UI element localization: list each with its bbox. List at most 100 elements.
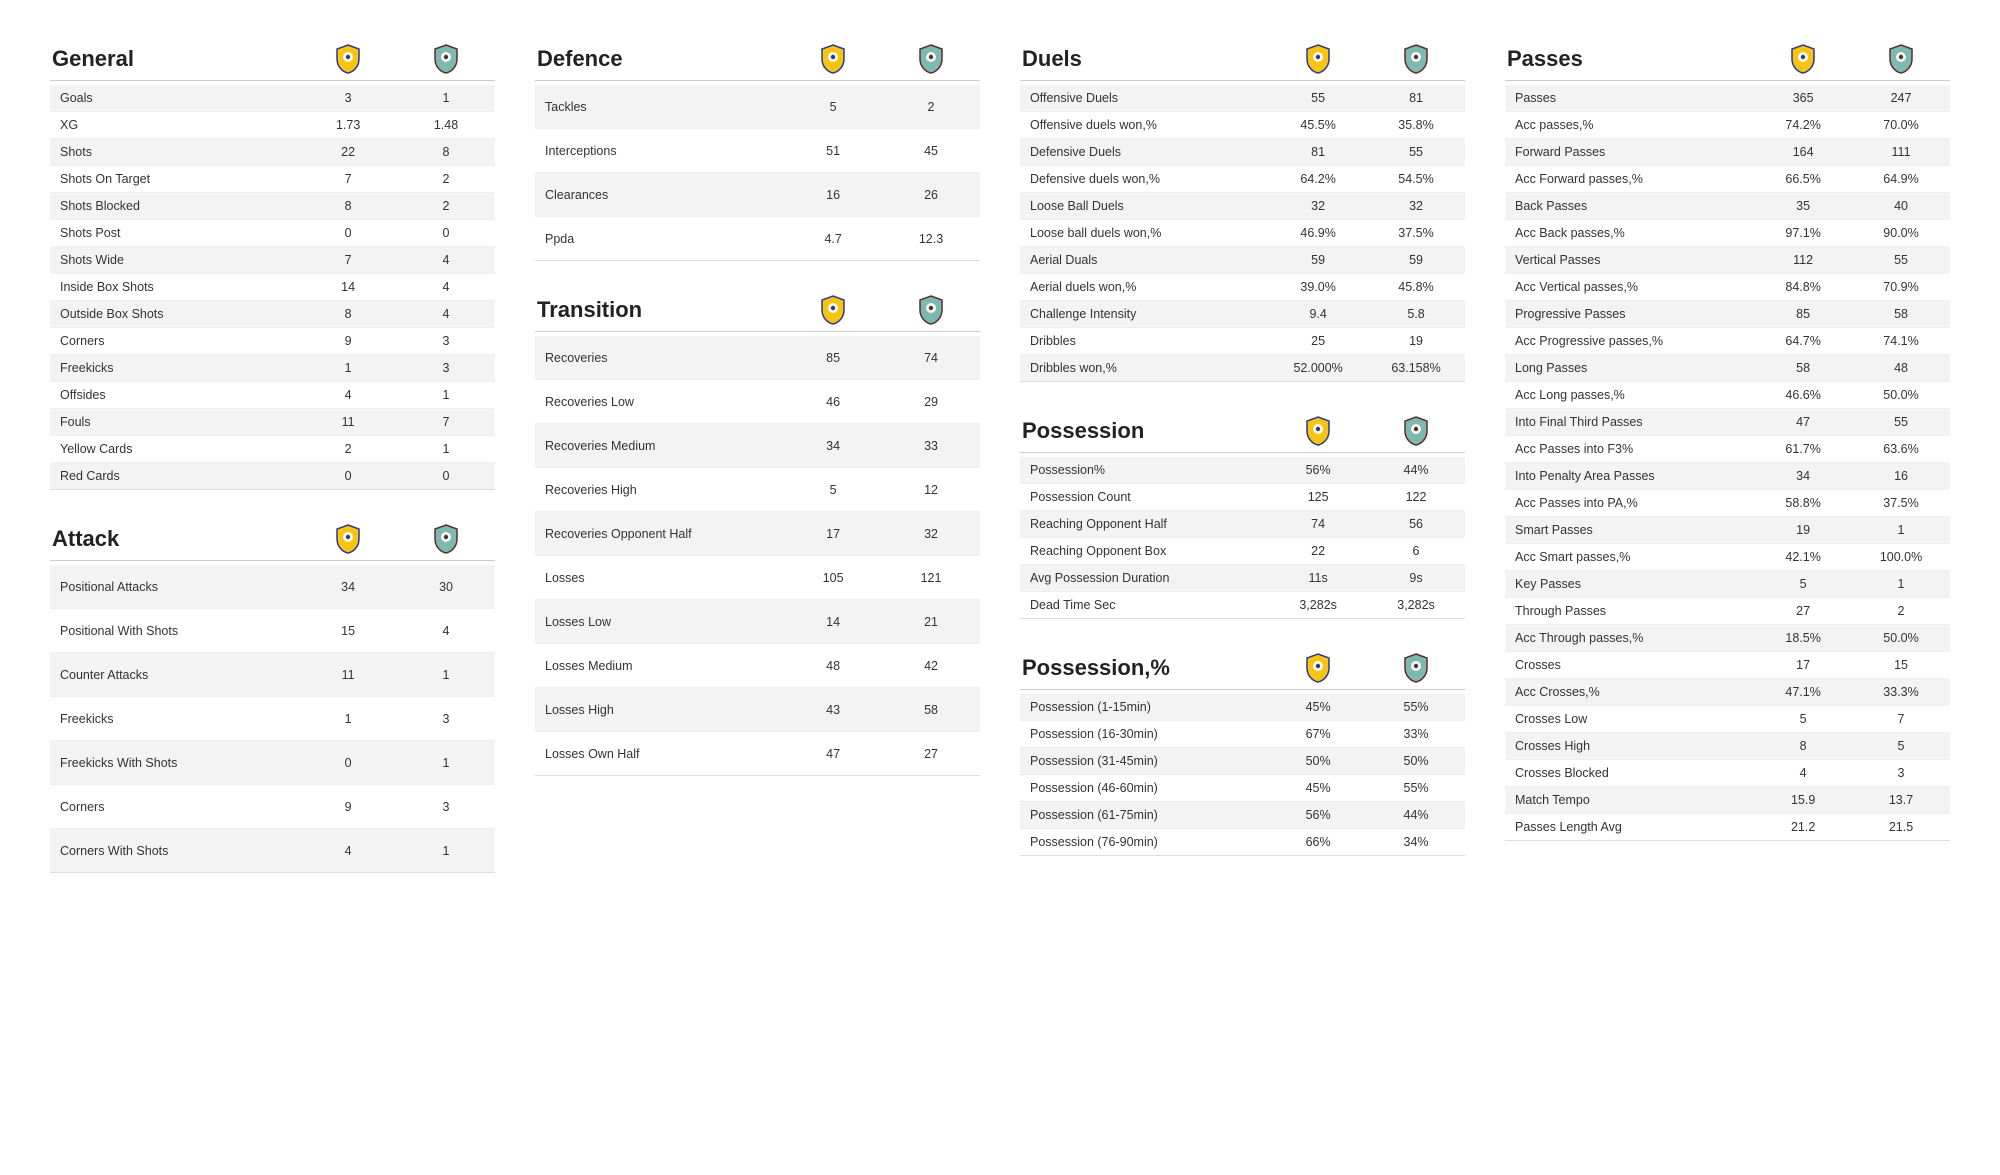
team1-crest-icon (820, 295, 846, 325)
table-row: Defensive duels won,% 64.2% 54.5% (1020, 166, 1465, 193)
table-row: Passes Length Avg 21.2 21.5 (1505, 814, 1950, 841)
stat-label: Goals (50, 85, 299, 111)
team2-value: 32 (882, 521, 980, 547)
team2-value: 7 (1852, 706, 1950, 732)
team2-value: 3 (397, 794, 495, 820)
team1-value: 84.8% (1754, 274, 1852, 300)
stats-table: Possession% 56% 44% Possession Count 125… (1020, 457, 1465, 619)
team1-crest-cell (1269, 44, 1367, 74)
team2-value: 5 (1852, 733, 1950, 759)
team1-value: 25 (1269, 328, 1367, 354)
section-title: Passes (1505, 46, 1754, 72)
table-row: Back Passes 35 40 (1505, 193, 1950, 220)
team1-value: 66.5% (1754, 166, 1852, 192)
section-header: Attack (50, 520, 495, 561)
team1-value: 58 (1754, 355, 1852, 381)
stat-label: Offsides (50, 382, 299, 408)
team2-value: 100.0% (1852, 544, 1950, 570)
team1-value: 66% (1269, 829, 1367, 855)
stat-label: Yellow Cards (50, 436, 299, 462)
team1-value: 43 (784, 697, 882, 723)
team2-value: 32 (1367, 193, 1465, 219)
table-row: Interceptions 51 45 (535, 129, 980, 173)
team1-value: 3 (299, 85, 397, 111)
team2-value: 26 (882, 182, 980, 208)
section-title: Transition (535, 297, 784, 323)
section-duels: Duels Offensive Duels 55 81 Offensive du… (1020, 40, 1465, 382)
team1-value: 11 (299, 662, 397, 688)
table-row: Clearances 16 26 (535, 173, 980, 217)
section-passes: Passes Passes 365 247 Acc passes,% 74.2%… (1505, 40, 1950, 841)
team2-value: 33% (1367, 721, 1465, 747)
stat-label: Fouls (50, 409, 299, 435)
stat-label: Back Passes (1505, 193, 1754, 219)
stats-column: General Goals 3 1 XG 1.73 1.48 Shots 22 … (50, 40, 495, 873)
team2-crest-icon (918, 295, 944, 325)
section-transition: Transition Recoveries 85 74 Recoveries L… (535, 291, 980, 776)
team1-value: 58.8% (1754, 490, 1852, 516)
team1-value: 8 (299, 301, 397, 327)
team1-value: 11 (299, 409, 397, 435)
table-row: Inside Box Shots 14 4 (50, 274, 495, 301)
table-row: Challenge Intensity 9.4 5.8 (1020, 301, 1465, 328)
section-header: Possession (1020, 412, 1465, 453)
team1-value: 47.1% (1754, 679, 1852, 705)
stat-label: Red Cards (50, 463, 299, 489)
stat-label: XG (50, 112, 299, 138)
team2-value: 56 (1367, 511, 1465, 537)
team2-value: 1 (397, 662, 495, 688)
section-header: Transition (535, 291, 980, 332)
section-possession: Possession Possession% 56% 44% Possessio… (1020, 412, 1465, 619)
team2-value: 27 (882, 741, 980, 767)
table-row: Corners 9 3 (50, 328, 495, 355)
table-row: Dribbles won,% 52.000% 63.158% (1020, 355, 1465, 382)
stat-label: Defensive duels won,% (1020, 166, 1269, 192)
team1-value: 7 (299, 247, 397, 273)
team1-value: 42.1% (1754, 544, 1852, 570)
team1-value: 7 (299, 166, 397, 192)
table-row: Possession (46-60min) 45% 55% (1020, 775, 1465, 802)
stat-label: Loose Ball Duels (1020, 193, 1269, 219)
team2-value: 1 (397, 436, 495, 462)
team2-value: 13.7 (1852, 787, 1950, 813)
table-row: Match Tempo 15.9 13.7 (1505, 787, 1950, 814)
table-row: Corners 9 3 (50, 785, 495, 829)
team1-value: 22 (1269, 538, 1367, 564)
team1-value: 67% (1269, 721, 1367, 747)
team1-value: 1.73 (299, 112, 397, 138)
stat-label: Acc Progressive passes,% (1505, 328, 1754, 354)
team2-crest-cell (397, 524, 495, 554)
table-row: Aerial duels won,% 39.0% 45.8% (1020, 274, 1465, 301)
team2-value: 40 (1852, 193, 1950, 219)
team1-value: 52.000% (1269, 355, 1367, 381)
team1-value: 0 (299, 220, 397, 246)
stat-label: Offensive duels won,% (1020, 112, 1269, 138)
section-title: Possession (1020, 418, 1269, 444)
stat-label: Positional With Shots (50, 618, 299, 644)
stat-label: Interceptions (535, 138, 784, 164)
stat-label: Crosses Blocked (1505, 760, 1754, 786)
team1-crest-cell (1269, 653, 1367, 683)
team1-value: 4 (299, 838, 397, 864)
team2-value: 81 (1367, 85, 1465, 111)
stats-grid: General Goals 3 1 XG 1.73 1.48 Shots 22 … (50, 40, 1950, 873)
table-row: Possession (61-75min) 56% 44% (1020, 802, 1465, 829)
stat-label: Possession (31-45min) (1020, 748, 1269, 774)
table-row: Ppda 4.7 12.3 (535, 217, 980, 261)
stat-label: Crosses Low (1505, 706, 1754, 732)
section-defence: Defence Tackles 5 2 Interceptions 51 45 … (535, 40, 980, 261)
team1-value: 46.9% (1269, 220, 1367, 246)
team2-crest-icon (433, 44, 459, 74)
team1-crest-cell (784, 295, 882, 325)
stat-label: Shots Blocked (50, 193, 299, 219)
table-row: Positional With Shots 15 4 (50, 609, 495, 653)
team1-value: 85 (1754, 301, 1852, 327)
section-title: General (50, 46, 299, 72)
team2-crest-cell (1367, 416, 1465, 446)
stat-label: Freekicks (50, 706, 299, 732)
table-row: Positional Attacks 34 30 (50, 565, 495, 609)
team1-crest-icon (1305, 44, 1331, 74)
team1-crest-cell (299, 524, 397, 554)
team2-value: 2 (882, 94, 980, 120)
team1-value: 15 (299, 618, 397, 644)
